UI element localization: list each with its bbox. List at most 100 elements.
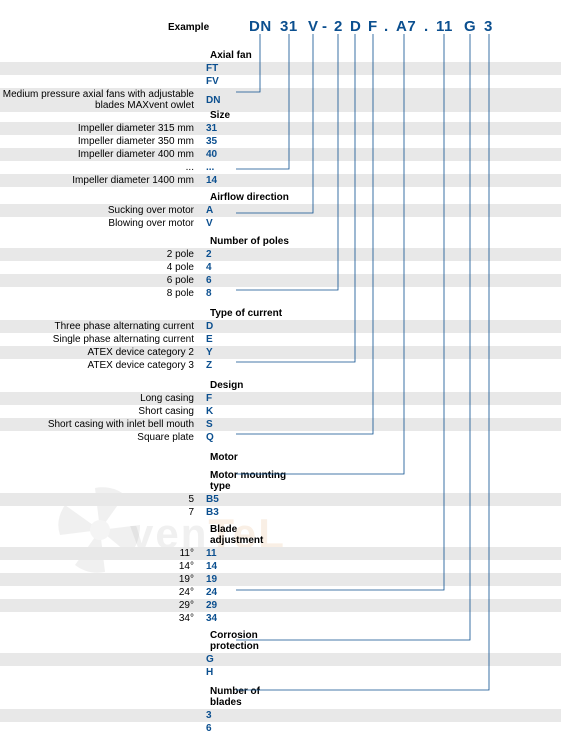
option-row: 4 pole4: [0, 261, 561, 274]
option-code: 40: [200, 148, 224, 161]
section-title: Number of poles: [0, 236, 561, 247]
option-label: Impeller diameter 350 mm: [0, 135, 200, 148]
option-code: Q: [200, 431, 224, 444]
option-code: 31: [200, 122, 224, 135]
option-label: 24°: [0, 586, 200, 599]
option-code: E: [200, 333, 224, 346]
section-title: Motor mountingtype: [0, 470, 561, 492]
option-code: 6: [200, 274, 224, 287]
option-label: 6 pole: [0, 274, 200, 287]
option-label: 11°: [0, 547, 200, 560]
section: Motor mountingtype5B57B3: [0, 468, 561, 519]
option-label: Impeller diameter 315 mm: [0, 122, 200, 135]
option-row: Three phase alternating currentD: [0, 320, 561, 333]
option-row: FT: [0, 62, 561, 75]
option-label: Impeller diameter 400 mm: [0, 148, 200, 161]
section: CorrosionprotectionGH: [0, 628, 561, 679]
option-row: 2 pole2: [0, 248, 561, 261]
option-code: 11: [200, 547, 224, 560]
option-row: 24°24: [0, 586, 561, 599]
option-row: 7B3: [0, 506, 561, 519]
option-row: Short casing with inlet bell mouthS: [0, 418, 561, 431]
option-row: Impeller diameter 350 mm35: [0, 135, 561, 148]
section: Axial fanFTFVMedium pressure axial fans …: [0, 48, 561, 112]
option-code: B3: [200, 506, 224, 519]
option-code: 14: [200, 560, 224, 573]
option-label: 29°: [0, 599, 200, 612]
option-label: Short casing with inlet bell mouth: [0, 418, 200, 431]
section-title: Design: [0, 380, 561, 391]
option-row: 6 pole6: [0, 274, 561, 287]
section-title: Axial fan: [0, 50, 561, 61]
option-row: 5B5: [0, 493, 561, 506]
ordering-code-diagram: venTeL Example DN31V-2DF.A7.11G3 Axial f…: [0, 0, 561, 704]
section: Number ofblades36: [0, 684, 561, 735]
option-row: 6: [0, 722, 561, 735]
option-row: 3: [0, 709, 561, 722]
option-row: FV: [0, 75, 561, 88]
option-code: 14: [200, 174, 224, 187]
code-segment: .: [424, 18, 429, 35]
option-label: Sucking over motor: [0, 204, 200, 217]
option-code: 4: [200, 261, 224, 274]
option-row: Long casingF: [0, 392, 561, 405]
option-label: 8 pole: [0, 287, 200, 300]
option-code: Z: [200, 359, 224, 372]
option-code: 24: [200, 586, 224, 599]
option-label: ATEX device category 2: [0, 346, 200, 359]
code-segment: F: [368, 18, 378, 35]
section-title: Airflow direction: [0, 192, 561, 203]
option-label: Blowing over motor: [0, 217, 200, 230]
section: Airflow directionSucking over motorABlow…: [0, 190, 561, 230]
option-code: B5: [200, 493, 224, 506]
option-label: 14°: [0, 560, 200, 573]
code-segment: -: [322, 18, 328, 35]
section-title: Type of current: [0, 308, 561, 319]
option-row: ATEX device category 2Y: [0, 346, 561, 359]
option-code: A: [200, 204, 224, 217]
example-label: Example: [0, 22, 200, 33]
option-row: 19°19: [0, 573, 561, 586]
code-segment: 2: [334, 18, 343, 35]
option-label: ...: [0, 161, 200, 174]
option-code: 35: [200, 135, 224, 148]
section: Motor: [0, 450, 561, 464]
code-segment: G: [464, 18, 476, 35]
section: Bladeadjustment11°1114°1419°1924°2429°29…: [0, 522, 561, 625]
option-row: Short casingK: [0, 405, 561, 418]
option-code: 19: [200, 573, 224, 586]
option-row: G: [0, 653, 561, 666]
option-row: Blowing over motorV: [0, 217, 561, 230]
section-title: Size: [0, 110, 561, 121]
option-label: 5: [0, 493, 200, 506]
option-row: Impeller diameter 400 mm40: [0, 148, 561, 161]
option-row: Square plateQ: [0, 431, 561, 444]
option-code: S: [200, 418, 224, 431]
option-code: G: [200, 653, 224, 666]
option-row: ......: [0, 161, 561, 174]
option-label: 19°: [0, 573, 200, 586]
option-row: Impeller diameter 315 mm31: [0, 122, 561, 135]
option-row: 11°11: [0, 547, 561, 560]
option-code: ...: [200, 161, 224, 174]
option-code: 2: [200, 248, 224, 261]
option-label: Short casing: [0, 405, 200, 418]
option-row: Single phase alternating currentE: [0, 333, 561, 346]
option-code: FT: [200, 62, 224, 75]
option-code: 29: [200, 599, 224, 612]
section: SizeImpeller diameter 315 mm31Impeller d…: [0, 108, 561, 187]
section-title: Corrosionprotection: [0, 630, 561, 652]
option-row: 8 pole8: [0, 287, 561, 300]
code-segment: A7: [396, 18, 416, 35]
code-segment: D: [350, 18, 361, 35]
option-row: 34°34: [0, 612, 561, 625]
code-segment: V: [308, 18, 319, 35]
option-code: FV: [200, 75, 224, 88]
section: DesignLong casingFShort casingKShort cas…: [0, 378, 561, 444]
option-label: 2 pole: [0, 248, 200, 261]
section-title: Motor: [0, 452, 561, 463]
section: Number of poles2 pole24 pole46 pole68 po…: [0, 234, 561, 300]
option-row: ATEX device category 3Z: [0, 359, 561, 372]
option-label: Single phase alternating current: [0, 333, 200, 346]
code-segment: .: [384, 18, 389, 35]
